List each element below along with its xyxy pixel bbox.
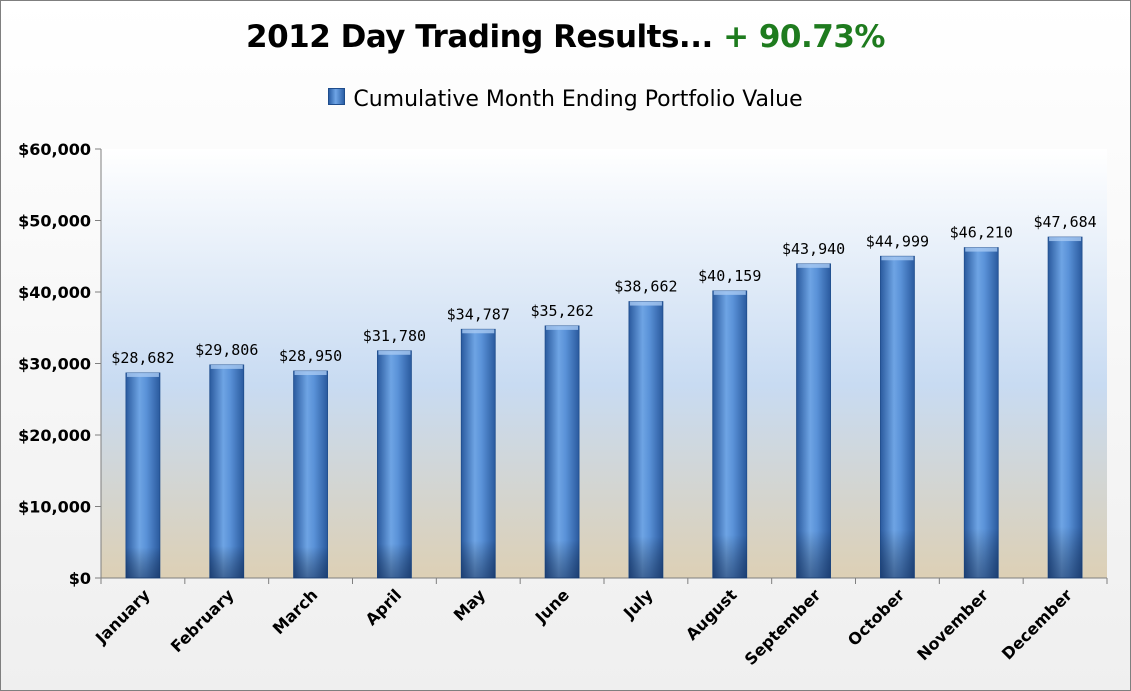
y-tick-label: $50,000 xyxy=(18,212,91,231)
bar-top-highlight xyxy=(881,256,914,261)
data-label: $47,684 xyxy=(1033,213,1096,231)
bar-shade xyxy=(293,371,328,578)
bar-top-highlight xyxy=(126,372,159,377)
x-tick-label: July xyxy=(619,585,657,623)
y-tick-label: $40,000 xyxy=(18,283,91,302)
bar-shade xyxy=(712,290,747,578)
data-label: $28,682 xyxy=(111,349,174,367)
x-tick-label: December xyxy=(998,585,1076,663)
bar-shade xyxy=(461,329,496,578)
x-tick-label: November xyxy=(913,585,992,664)
bar-top-highlight xyxy=(1049,237,1082,242)
data-label: $34,787 xyxy=(447,305,510,323)
legend-label: Cumulative Month Ending Portfolio Value xyxy=(353,87,803,112)
bar-top-highlight xyxy=(713,290,746,295)
y-tick-label: $60,000 xyxy=(18,140,91,159)
x-tick-label: May xyxy=(450,585,490,625)
x-tick-label: September xyxy=(741,585,825,669)
legend-swatch xyxy=(328,88,346,105)
y-tick-label: $0 xyxy=(69,569,91,588)
chart-title-main: 2012 Day Trading Results... xyxy=(246,19,713,55)
data-label: $28,950 xyxy=(279,347,342,365)
data-label: $43,940 xyxy=(782,240,845,258)
bar-top-highlight xyxy=(546,325,579,330)
data-label: $31,780 xyxy=(363,327,426,345)
bar-shade xyxy=(880,256,915,578)
bar-shade xyxy=(1048,237,1083,579)
bar-top-highlight xyxy=(965,247,998,252)
x-tick-label: October xyxy=(844,585,908,649)
x-tick-label: April xyxy=(362,585,406,629)
x-tick-label: January xyxy=(91,585,154,648)
legend: Cumulative Month Ending Portfolio Value xyxy=(1,87,1130,112)
y-tick-label: $30,000 xyxy=(18,355,91,374)
data-label: $40,159 xyxy=(698,267,761,285)
bar-top-highlight xyxy=(210,364,243,369)
bar-shade xyxy=(377,350,412,578)
chart-title: 2012 Day Trading Results... + 90.73% xyxy=(1,19,1130,55)
bar-shade xyxy=(628,301,663,578)
y-tick-label: $20,000 xyxy=(18,426,91,445)
data-label: $46,210 xyxy=(950,224,1013,242)
bar-shade xyxy=(964,247,999,578)
bar-top-highlight xyxy=(378,350,411,355)
bar-shade xyxy=(545,325,580,578)
bar-top-highlight xyxy=(294,371,327,376)
bar-top-highlight xyxy=(462,329,495,334)
x-tick-label: June xyxy=(531,585,573,627)
bar-shade xyxy=(209,364,244,578)
bar-top-highlight xyxy=(629,301,662,306)
bar-shade xyxy=(796,263,831,578)
data-label: $29,806 xyxy=(195,341,258,359)
data-label: $35,262 xyxy=(530,302,593,320)
bar-top-highlight xyxy=(797,263,830,268)
x-tick-label: February xyxy=(167,585,238,656)
x-tick-label: March xyxy=(269,585,322,638)
chart-title-highlight: + 90.73% xyxy=(723,19,885,55)
data-label: $38,662 xyxy=(614,278,677,296)
data-label: $44,999 xyxy=(866,232,929,250)
bar-shade xyxy=(125,372,160,578)
y-tick-label: $10,000 xyxy=(18,498,91,517)
plot-area xyxy=(101,149,1107,578)
x-tick-label: August xyxy=(682,585,741,644)
